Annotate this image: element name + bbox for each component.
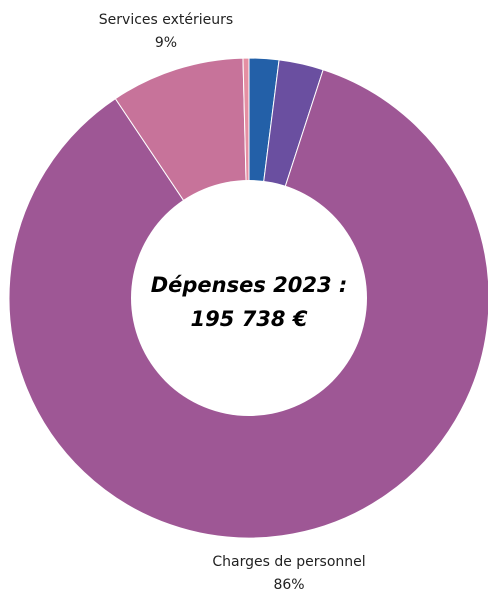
center-title-line-1: Dépenses 2023 : [151,273,348,297]
slice-percent-3: 86% [273,577,304,593]
donut-hole [131,180,367,416]
slice-label-4: Services extérieurs [99,12,233,28]
labels-layer: Charges de personnel 86% Services extérieu… [99,12,366,593]
center-title-line-2: 195 738 € [191,307,308,331]
slice-percent-4: 9% [155,35,177,51]
slice-label-3: Charges de personnel [212,554,365,570]
